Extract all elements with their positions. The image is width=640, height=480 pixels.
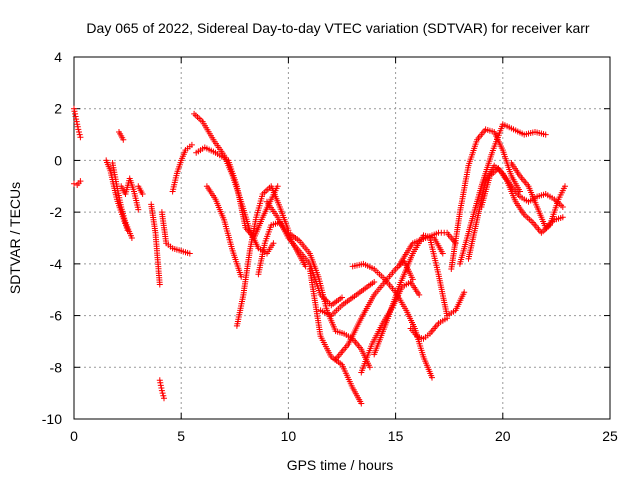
data-point	[339, 294, 345, 301]
data-point	[120, 136, 127, 143]
y-axis-label: SDTVAR / TECUs	[7, 182, 23, 294]
series-track-b	[71, 178, 84, 188]
x-tick-label: 25	[602, 428, 618, 444]
y-tick-label: -2	[50, 204, 63, 220]
series-track-o	[233, 183, 292, 329]
series-track-a	[71, 105, 84, 141]
x-tick-label: 20	[495, 428, 511, 444]
series-track-t	[317, 279, 378, 319]
series-track-e	[118, 175, 142, 213]
series-track-af	[508, 160, 566, 231]
data-point	[429, 374, 435, 381]
series-track-v	[349, 260, 435, 381]
data-point-interp	[71, 108, 78, 115]
data-point	[270, 240, 277, 247]
x-tick-label: 5	[177, 428, 185, 444]
data-point	[559, 214, 566, 221]
data-point	[128, 235, 135, 241]
series-track-f	[116, 129, 127, 143]
series-track-ab	[448, 126, 523, 272]
data-point	[562, 183, 568, 190]
series-track-h	[148, 201, 163, 288]
data-point	[186, 250, 193, 257]
data-point	[559, 204, 566, 210]
series-track-z	[407, 315, 451, 342]
data-point	[371, 279, 378, 285]
y-tick-label: -8	[50, 359, 63, 375]
x-axis-label: GPS time / hours	[287, 457, 394, 473]
series-track-s	[306, 266, 365, 407]
axis-ticks: 0 5 10 15 20 25 -10 -8 -6 -4 -2 0 2 4	[42, 49, 618, 444]
series-track-aa	[426, 235, 468, 319]
data-point-interp	[160, 392, 167, 399]
x-tick-label: 10	[281, 428, 297, 444]
x-tick-label: 15	[388, 428, 404, 444]
data-point	[439, 250, 446, 257]
plot-frame	[73, 56, 611, 420]
y-tick-label: -6	[50, 308, 63, 324]
data-point	[358, 400, 365, 407]
series-track-u	[332, 258, 416, 363]
data-point-interp	[159, 390, 166, 397]
data-point-interp	[76, 131, 83, 138]
data-point	[156, 281, 163, 288]
series-track-j	[158, 209, 193, 257]
series-track-ac	[456, 121, 549, 267]
data-points	[71, 105, 568, 407]
data-point-interp	[157, 382, 164, 389]
data-point	[542, 131, 549, 138]
chart-title: Day 065 of 2022, Sidereal Day-to-day VTE…	[86, 20, 589, 36]
data-point	[71, 180, 77, 187]
data-point-interp	[76, 129, 82, 135]
x-tick-label: 0	[70, 428, 78, 444]
y-tick-label: 0	[54, 152, 62, 168]
data-point	[188, 141, 195, 148]
data-point	[77, 178, 84, 185]
series-track-i	[156, 377, 167, 402]
series-track-q	[264, 198, 345, 309]
series-track-m	[193, 144, 281, 241]
data-point	[461, 289, 468, 296]
series-track-k	[169, 141, 195, 195]
data-point	[274, 183, 281, 190]
y-tick-label: 4	[54, 49, 62, 65]
data-point	[139, 191, 146, 197]
data-point	[135, 206, 142, 213]
data-point-interp	[74, 121, 81, 128]
data-point	[75, 126, 82, 133]
y-tick-label: -10	[42, 411, 62, 427]
y-tick-label: 2	[54, 101, 62, 117]
data-point	[161, 395, 167, 402]
data-point	[416, 291, 423, 298]
y-tick-label: -4	[50, 256, 63, 272]
series-track-g	[135, 183, 146, 197]
series-track-d	[109, 160, 135, 241]
series-track-n	[203, 183, 245, 280]
data-point	[366, 364, 373, 371]
data-point	[77, 134, 84, 141]
